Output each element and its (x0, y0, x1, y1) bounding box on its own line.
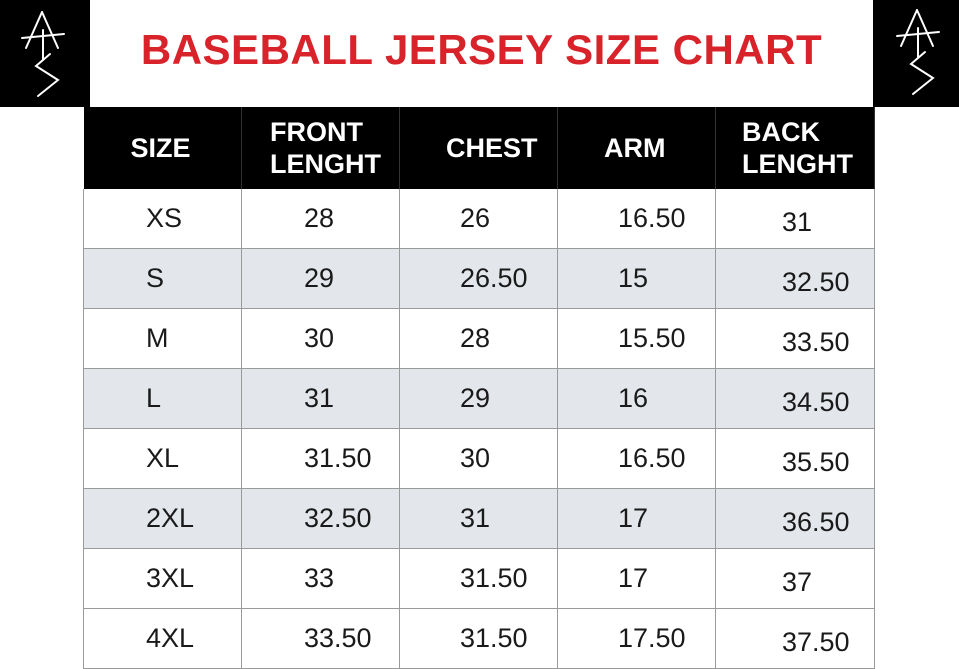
back-length-cell: 36.50 (715, 488, 875, 549)
chest-cell: 31 (399, 488, 558, 549)
table-row: 3XL 33 31.50 17 37 (83, 548, 875, 609)
arm-cell: 17.50 (557, 608, 716, 669)
table-header-row: SIZE FRONT LENGHT CHEST ARM BACK LENGHT (83, 107, 875, 189)
back-length-cell: 37.50 (715, 608, 875, 669)
chest-cell: 28 (399, 308, 558, 369)
table-row: 4XL 33.50 31.50 17.50 37.50 (83, 608, 875, 669)
header-arm: ARM (557, 107, 716, 189)
back-length-cell: 31 (715, 189, 875, 249)
front-length-cell: 30 (241, 308, 400, 369)
size-cell: 3XL (83, 548, 242, 609)
size-cell: S (83, 248, 242, 309)
table-row: S 29 26.50 15 32.50 (83, 248, 875, 309)
header-chest: CHEST (399, 107, 558, 189)
front-length-cell: 32.50 (241, 488, 400, 549)
table-row: 2XL 32.50 31 17 36.50 (83, 488, 875, 549)
size-cell: L (83, 368, 242, 429)
size-cell: 4XL (83, 608, 242, 669)
size-cell: XS (83, 189, 242, 249)
size-cell: M (83, 308, 242, 369)
front-length-cell: 28 (241, 189, 400, 249)
front-length-cell: 33 (241, 548, 400, 609)
size-cell: 2XL (83, 488, 242, 549)
arm-cell: 16.50 (557, 189, 716, 249)
arm-cell: 15.50 (557, 308, 716, 369)
chest-cell: 30 (399, 428, 558, 489)
table-row: XS 28 26 16.50 31 (83, 189, 875, 249)
size-cell: XL (83, 428, 242, 489)
back-length-cell: 37 (715, 548, 875, 609)
size-chart-table: SIZE FRONT LENGHT CHEST ARM BACK LENGHT (83, 107, 875, 669)
chest-cell: 26.50 (399, 248, 558, 309)
chest-cell: 31.50 (399, 548, 558, 609)
front-length-cell: 31.50 (241, 428, 400, 489)
arm-cell: 16 (557, 368, 716, 429)
header-front-length: FRONT LENGHT (241, 107, 400, 189)
header-size: SIZE (83, 107, 242, 189)
front-length-cell: 33.50 (241, 608, 400, 669)
arm-cell: 16.50 (557, 428, 716, 489)
table-row: XL 31.50 30 16.50 35.50 (83, 428, 875, 489)
brand-logo-left (0, 0, 90, 107)
brand-logo-right (873, 0, 959, 107)
header-back-length: BACK LENGHT (715, 107, 875, 189)
back-length-cell: 33.50 (715, 308, 875, 369)
table-row: L 31 29 16 34.50 (83, 368, 875, 429)
arm-cell: 17 (557, 488, 716, 549)
front-length-cell: 31 (241, 368, 400, 429)
table-row: M 30 28 15.50 33.50 (83, 308, 875, 369)
page-title: BASEBALL JERSEY SIZE CHART (140, 25, 823, 73)
arm-cell: 17 (557, 548, 716, 609)
back-length-cell: 35.50 (715, 428, 875, 489)
chest-cell: 29 (399, 368, 558, 429)
chest-cell: 26 (399, 189, 558, 249)
arm-cell: 15 (557, 248, 716, 309)
back-length-cell: 32.50 (715, 248, 875, 309)
front-length-cell: 29 (241, 248, 400, 309)
chest-cell: 31.50 (399, 608, 558, 669)
brand-logo-icon (896, 9, 940, 95)
back-length-cell: 34.50 (715, 368, 875, 429)
brand-logo-icon (21, 11, 65, 97)
